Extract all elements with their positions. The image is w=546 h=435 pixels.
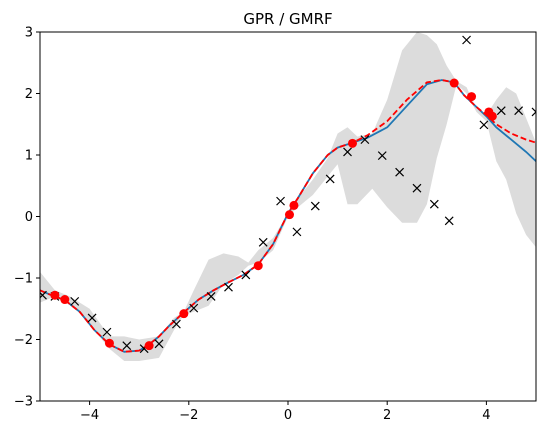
y-tick-label: 2 xyxy=(25,87,33,102)
sample-point-marker xyxy=(154,339,164,349)
observed-point-marker xyxy=(179,309,189,319)
y-tick-label: 0 xyxy=(25,210,33,225)
sample-point-marker xyxy=(496,106,506,116)
sample-point-marker xyxy=(206,292,216,301)
sample-point-marker xyxy=(360,135,370,145)
observed-point-marker xyxy=(60,295,70,305)
plot-area xyxy=(40,32,536,361)
plot-clip-group xyxy=(40,32,536,361)
sample-point-marker xyxy=(444,216,454,226)
y-tick-label: 3 xyxy=(25,26,33,41)
observed-point-marker xyxy=(144,341,154,351)
sample-point-marker xyxy=(87,313,97,323)
sample-point-marker xyxy=(377,151,387,161)
confidence-band xyxy=(40,32,536,361)
x-tick-label: 4 xyxy=(482,408,490,423)
observed-point-marker xyxy=(347,138,357,148)
sample-point-marker xyxy=(241,270,251,280)
observed-point-marker xyxy=(104,338,114,348)
sample-point-marker xyxy=(412,183,422,193)
sample-point-marker xyxy=(189,303,199,313)
sample-point-marker xyxy=(310,201,320,211)
observed-point-marker xyxy=(284,210,294,220)
sample-point-marker xyxy=(462,35,471,45)
observed-point-marker xyxy=(487,111,497,121)
sample-point-marker xyxy=(40,290,47,300)
sample-point-marker xyxy=(514,106,524,116)
y-tick-label: −3 xyxy=(14,395,33,410)
sample-point-marker xyxy=(224,282,233,292)
y-tick-label: 1 xyxy=(25,149,33,164)
observed-point-marker xyxy=(253,261,263,271)
sample-point-marker xyxy=(258,237,268,247)
sample-point-marker xyxy=(395,167,405,177)
observed-point-marker xyxy=(449,78,459,88)
sample-point-marker xyxy=(122,341,132,351)
sample-point-marker xyxy=(429,199,439,209)
x-tick-label: 0 xyxy=(284,408,292,423)
sample-point-marker xyxy=(325,174,335,184)
y-tick-label: −1 xyxy=(14,272,33,287)
x-tick-label: −4 xyxy=(80,408,99,423)
sample-point-marker xyxy=(276,196,285,206)
sample-point-marker xyxy=(292,227,302,237)
sample-point-marker xyxy=(171,319,181,329)
observed-point-marker xyxy=(289,200,299,210)
axes: −4 −2 0 2 4 −3 −2 −1 0 1 2 3 xyxy=(14,26,491,424)
x-tick-label: 2 xyxy=(383,408,391,423)
observed-point-marker xyxy=(467,92,477,102)
sample-point-marker xyxy=(531,107,536,117)
y-tick-label: −2 xyxy=(14,333,33,348)
observed-point-marker xyxy=(50,290,60,300)
sample-point-marker xyxy=(102,327,112,337)
sample-point-marker xyxy=(479,120,489,130)
sample-point-marker xyxy=(70,296,80,306)
chart-title: GPR / GMRF xyxy=(243,10,332,28)
sample-point-marker xyxy=(343,147,352,157)
x-tick-label: −2 xyxy=(179,408,198,423)
